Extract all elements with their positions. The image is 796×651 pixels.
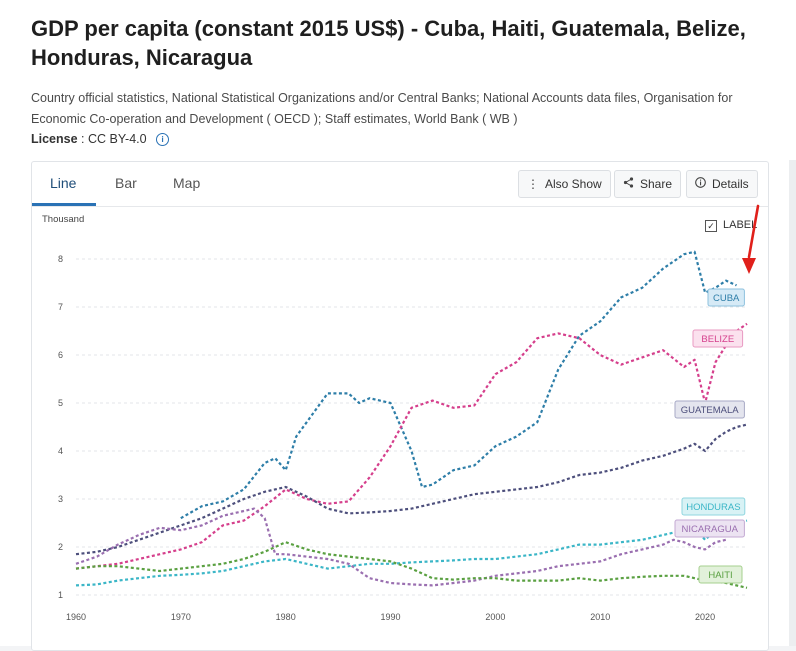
x-tick-label: 2000 xyxy=(485,612,505,622)
view-tabs: Line Bar Map ⋮ Also Show Share Details xyxy=(32,162,768,207)
series-line-guatemala xyxy=(75,423,748,556)
y-tick-label: 4 xyxy=(58,446,63,456)
series-label-honduras: HONDURAS xyxy=(686,502,740,513)
label-toggle[interactable]: ✓ LABEL xyxy=(705,219,757,232)
tab-line[interactable]: Line xyxy=(50,175,77,191)
share-button[interactable]: Share xyxy=(614,170,682,198)
x-tick-label: 1960 xyxy=(66,612,86,622)
series-line-cuba xyxy=(180,250,737,520)
annotation-arrow-shaft xyxy=(747,204,760,259)
page-title: GDP per capita (constant 2015 US$) - Cub… xyxy=(31,16,746,70)
also-show-button[interactable]: ⋮ Also Show xyxy=(518,170,611,198)
y-tick-label: 5 xyxy=(58,398,63,408)
line-chart: 1 2 3 4 5 6 7 8 1960 1970 1980 1990 2000 2010 2020 CUBA… xyxy=(58,204,760,622)
tab-bar[interactable]: Bar xyxy=(115,175,137,191)
annotation-arrow-head xyxy=(742,258,756,274)
series-line-honduras xyxy=(75,519,748,587)
series-label-box-cuba xyxy=(707,288,745,307)
series-label-cuba: CUBA xyxy=(713,293,740,304)
share-label: Share xyxy=(640,177,673,191)
license-value: : CC BY-4.0 xyxy=(81,132,147,146)
x-tick-label: 1970 xyxy=(171,612,191,622)
x-tick-label: 1990 xyxy=(381,612,401,622)
details-button[interactable]: Details xyxy=(686,170,758,198)
y-tick-label: 7 xyxy=(58,302,63,312)
x-tick-label: 1980 xyxy=(276,612,296,622)
license-label: License xyxy=(31,132,78,146)
series-line-nicaragua xyxy=(75,507,727,587)
share-icon xyxy=(623,171,634,197)
y-tick-label: 6 xyxy=(58,350,63,360)
checkbox-icon[interactable]: ✓ xyxy=(705,220,717,232)
x-tick-label: 2010 xyxy=(590,612,610,622)
label-toggle-text: LABEL xyxy=(723,219,758,231)
series-label-box-nicaragua xyxy=(674,519,745,538)
source-note: Country official statistics, National St… xyxy=(31,91,733,126)
y-tick-label: 3 xyxy=(58,494,63,504)
series-line-haiti xyxy=(75,541,748,589)
series-label-box-haiti xyxy=(698,565,743,584)
tab-map[interactable]: Map xyxy=(173,175,201,191)
more-vertical-icon: ⋮ xyxy=(527,177,539,191)
license-line: License : CC BY-4.0 i xyxy=(31,132,170,147)
series-line-belize xyxy=(75,322,748,570)
y-axis-unit-label: Thousand xyxy=(42,214,85,225)
info-icon[interactable]: i xyxy=(156,133,170,147)
active-tab-indicator xyxy=(32,203,96,206)
series-label-box-honduras xyxy=(681,497,746,516)
y-tick-label: 2 xyxy=(58,542,63,552)
details-label: Details xyxy=(712,177,749,191)
scroll-edge xyxy=(789,160,796,646)
series-label-haiti: HAITI xyxy=(708,570,732,581)
chart-card: Line Bar Map ⋮ Also Show Share Details Th… xyxy=(31,161,769,651)
also-show-label: Also Show xyxy=(545,177,602,191)
series-label-belize: BELIZE xyxy=(701,334,734,345)
series-label-box-belize xyxy=(692,329,744,348)
info-circle-icon xyxy=(695,171,706,197)
series-label-nicaragua: NICARAGUA xyxy=(681,524,738,535)
y-tick-label: 8 xyxy=(58,254,63,264)
series-label-box-guatemala xyxy=(674,400,745,419)
y-tick-label: 1 xyxy=(58,590,63,600)
x-tick-label: 2020 xyxy=(695,612,715,622)
series-label-guatemala: GUATEMALA xyxy=(681,405,740,416)
